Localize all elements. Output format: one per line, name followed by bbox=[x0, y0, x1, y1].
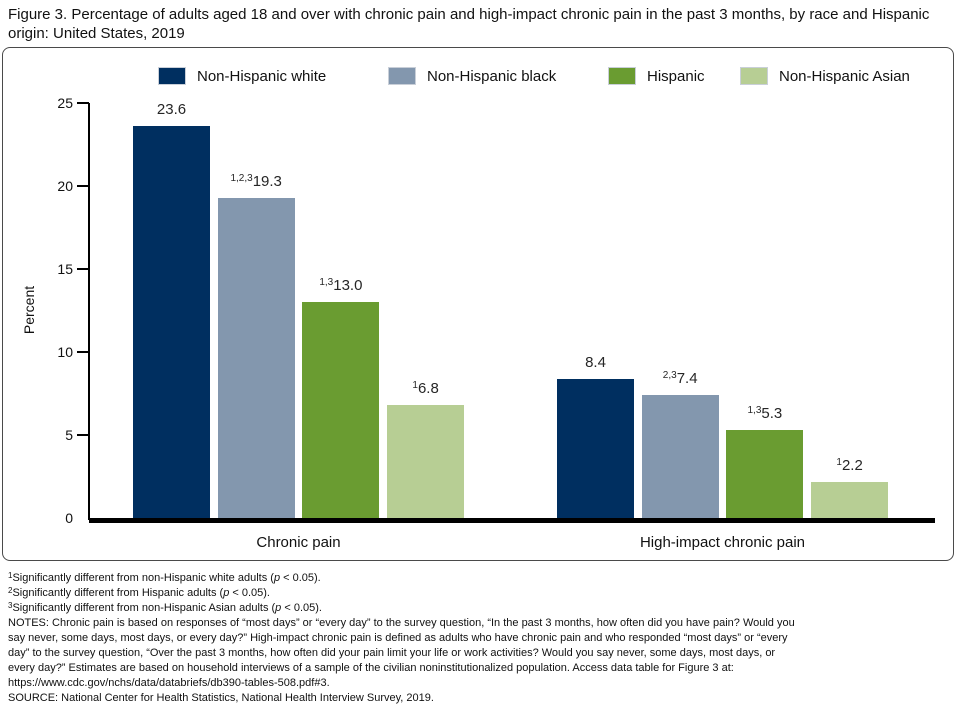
bar-value-number: 13.0 bbox=[333, 277, 363, 295]
source-line: SOURCE: National Center for Health Stati… bbox=[8, 692, 434, 704]
chart-frame: Non-Hispanic white Non-Hispanic black Hi… bbox=[2, 47, 954, 561]
notes-line: day” to the survey question, “Over the p… bbox=[8, 647, 776, 659]
bar-value-label: 8.4 bbox=[521, 354, 671, 371]
bar-hispanic-1 bbox=[302, 302, 380, 518]
y-axis-tick bbox=[77, 268, 89, 270]
bar-value-label: 2,37.4 bbox=[605, 370, 755, 387]
footnote-1: 1Significantly different from non-Hispan… bbox=[8, 571, 321, 584]
notes-line: say never, some days, most days, or ever… bbox=[8, 632, 788, 644]
x-category-label: High-impact chronic pain bbox=[639, 534, 806, 551]
figure-title: Figure 3. Percentage of adults aged 18 a… bbox=[8, 6, 930, 42]
y-axis-tick-label: 20 bbox=[57, 178, 73, 194]
y-axis-tick bbox=[77, 102, 89, 104]
legend-swatch-nh-white bbox=[158, 67, 186, 85]
bar-value-superscript: 1 bbox=[412, 380, 418, 392]
bar-value-superscript: 1,3 bbox=[319, 277, 334, 289]
bar-value-number: 8.4 bbox=[585, 353, 606, 371]
y-axis-line bbox=[88, 103, 90, 520]
legend-swatch-nh-asian bbox=[740, 67, 768, 85]
bar-value-label: 23.6 bbox=[97, 101, 247, 118]
bar-value-superscript: 1 bbox=[836, 456, 842, 468]
bar-value-label: 16.8 bbox=[351, 380, 501, 397]
legend-swatch-hispanic bbox=[608, 67, 636, 85]
legend-swatch-nh-black bbox=[388, 67, 416, 85]
bar-value-label: 1,313.0 bbox=[266, 277, 416, 294]
notes-line: NOTES: Chronic pain is based on response… bbox=[8, 617, 795, 629]
bar-value-superscript: 1,3 bbox=[747, 405, 762, 416]
y-axis-title: Percent bbox=[21, 285, 37, 335]
bar-value-number: 7.4 bbox=[676, 370, 698, 388]
y-axis-tick bbox=[77, 185, 89, 187]
bar-non-hispanic-white-2 bbox=[557, 378, 634, 518]
notes-line: every day?” Estimates are based on house… bbox=[8, 662, 734, 674]
data-table-url: https://www.cdc.gov/nchs/data/databriefs… bbox=[8, 677, 330, 689]
legend-item-nh-black: Non-Hispanic black bbox=[388, 66, 557, 86]
bar-value-label: 1,35.3 bbox=[690, 405, 840, 422]
x-axis-line bbox=[89, 518, 935, 523]
bar-value-number: 2.2 bbox=[841, 456, 863, 474]
bar-hispanic-2 bbox=[726, 430, 804, 518]
bar-value-number: 6.8 bbox=[417, 380, 439, 398]
y-axis-tick bbox=[77, 434, 89, 436]
y-axis-tick bbox=[77, 351, 89, 353]
legend-item-nh-asian: Non-Hispanic Asian bbox=[740, 66, 910, 86]
legend-item-hispanic: Hispanic bbox=[608, 66, 705, 86]
y-axis-tick-label: 0 bbox=[65, 510, 73, 526]
legend-label: Non-Hispanic Asian bbox=[779, 67, 910, 85]
bar-non-hispanic-black-1 bbox=[217, 197, 295, 518]
bar-non-hispanic-asian-1 bbox=[387, 405, 465, 518]
footnote-3: 3Significantly different from non-Hispan… bbox=[8, 601, 322, 614]
legend-label: Hispanic bbox=[647, 67, 705, 85]
bar-non-hispanic-asian-2 bbox=[811, 481, 889, 518]
bar-value-number: 19.3 bbox=[252, 172, 282, 190]
bar-value-superscript: 1,2,3 bbox=[230, 172, 253, 184]
bar-value-number: 23.6 bbox=[156, 101, 187, 119]
bar-value-label: 1,2,319.3 bbox=[181, 173, 331, 190]
legend-label: Non-Hispanic white bbox=[197, 67, 327, 85]
bar-non-hispanic-black-2 bbox=[641, 395, 719, 518]
bar-value-superscript: 2,3 bbox=[662, 370, 677, 382]
legend-label: Non-Hispanic black bbox=[427, 67, 557, 85]
footnotes: 1Significantly different from non-Hispan… bbox=[8, 571, 956, 706]
bar-value-number: 5.3 bbox=[761, 405, 783, 422]
y-axis-tick-label: 25 bbox=[57, 95, 73, 111]
legend-item-nh-white: Non-Hispanic white bbox=[158, 66, 327, 86]
y-axis-tick-label: 10 bbox=[57, 344, 73, 360]
footnote-2: 2Significantly different from Hispanic a… bbox=[8, 586, 270, 599]
y-axis-tick-label: 5 bbox=[65, 427, 73, 443]
bar-value-label: 12.2 bbox=[775, 457, 925, 474]
y-axis-tick-label: 15 bbox=[57, 261, 73, 277]
x-category-label: Chronic pain bbox=[256, 534, 341, 551]
bar-non-hispanic-white-1 bbox=[133, 126, 210, 518]
